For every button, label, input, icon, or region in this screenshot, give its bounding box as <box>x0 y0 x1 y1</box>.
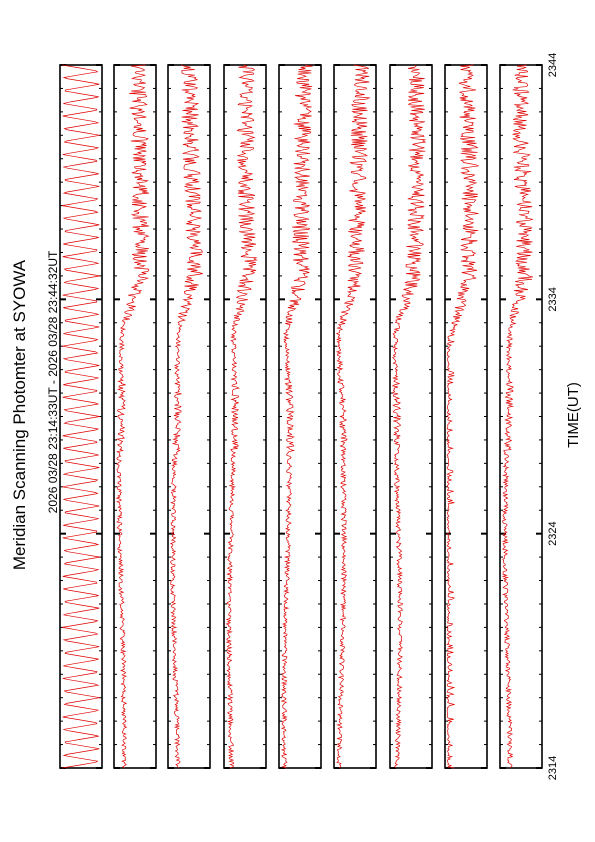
panel-N1 <box>113 64 157 769</box>
series-N6 <box>391 64 427 769</box>
panel-N3 <box>223 64 267 769</box>
panel-ANG <box>59 64 103 769</box>
chart-subtitle: 2026 03/28 23:14:33UT - 2026 03/28 23:44… <box>46 250 60 513</box>
series-ANG <box>62 64 100 769</box>
series-N8 <box>501 64 534 769</box>
panel-N6 <box>389 64 433 769</box>
panel-N8 <box>499 64 543 769</box>
x-tick-label: 2334 <box>547 287 559 311</box>
x-tick-label: 2314 <box>547 756 559 780</box>
panels-group <box>59 64 543 769</box>
series-N5 <box>335 64 371 769</box>
panel-N2 <box>167 64 211 769</box>
panel-frame <box>113 64 157 769</box>
chart-title: Meridian Scanning Photomter at SYOWA <box>10 259 29 570</box>
x-tick-labels: 2314 2324 2334 2344 <box>547 53 559 780</box>
panel-N4 <box>278 64 322 769</box>
panel-frame <box>278 64 322 769</box>
series-N4 <box>280 64 313 769</box>
x-axis-label: TIME(UT) <box>565 382 582 448</box>
series-N2 <box>169 64 203 769</box>
panel-frame <box>223 64 267 769</box>
panel-N5 <box>333 64 377 769</box>
series-N3 <box>225 64 258 769</box>
panel-N7 <box>444 64 488 769</box>
panel-frame <box>499 64 543 769</box>
x-tick-label: 2344 <box>547 53 559 77</box>
series-N7 <box>446 64 480 769</box>
panel-frame <box>444 64 488 769</box>
x-tick-label: 2324 <box>547 521 559 545</box>
series-N1 <box>115 64 150 769</box>
